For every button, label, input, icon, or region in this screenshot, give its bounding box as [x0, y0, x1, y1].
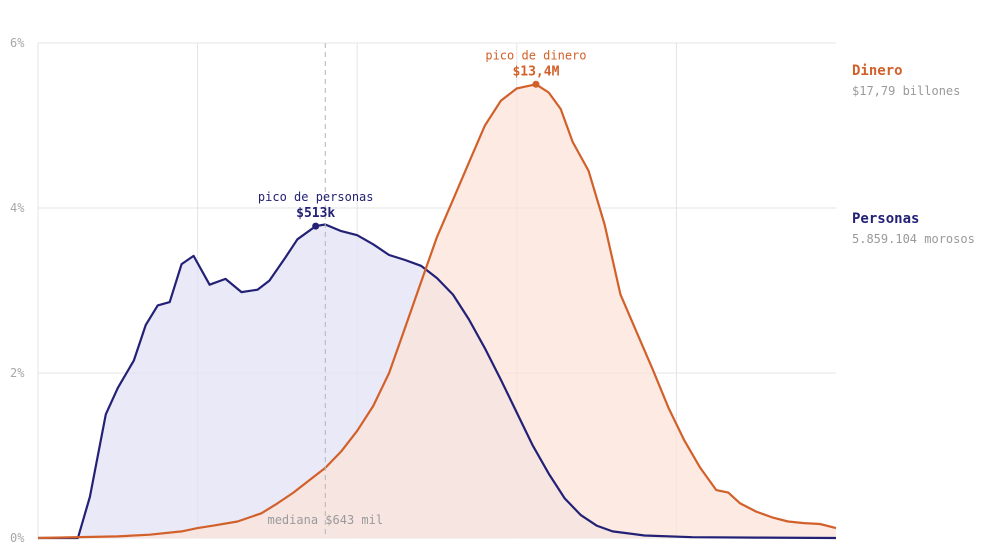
pico-personas-value: $513k [296, 206, 335, 221]
y-tick-label: 4% [10, 201, 25, 215]
peak-markers [312, 80, 540, 230]
area-dinero [38, 84, 836, 539]
peak-dinero-dot [532, 80, 540, 88]
pico-personas-label: pico de personas [258, 190, 374, 204]
area-layer [38, 84, 836, 539]
mediana-label: mediana $643 mil [267, 513, 383, 527]
line-dinero [37, 83, 837, 540]
legend-dinero: Dinero $17,79 billones [852, 63, 960, 98]
y-tick-label: 0% [10, 531, 25, 545]
y-tick-label: 6% [10, 36, 25, 50]
line-personas [38, 223, 837, 540]
y-tick-label: 2% [10, 366, 25, 380]
peak-personas-dot [312, 222, 320, 230]
pico-dinero-label: pico de dinero [485, 48, 586, 62]
legend-personas: Personas 5.859.104 morosos [852, 211, 975, 246]
annotations: pico de personas $513k pico de dinero $1… [258, 48, 587, 527]
legend-personas-label: Personas [852, 211, 920, 227]
legend-dinero-value: $17,79 billones [852, 84, 961, 98]
line-layer [37, 83, 837, 540]
legend-dinero-label: Dinero [852, 63, 903, 79]
legend-personas-value: 5.859.104 morosos [852, 232, 975, 246]
y-tick-labels: 0% 2% 4% 6% [10, 36, 25, 545]
pico-dinero-value: $13,4M [512, 64, 559, 79]
